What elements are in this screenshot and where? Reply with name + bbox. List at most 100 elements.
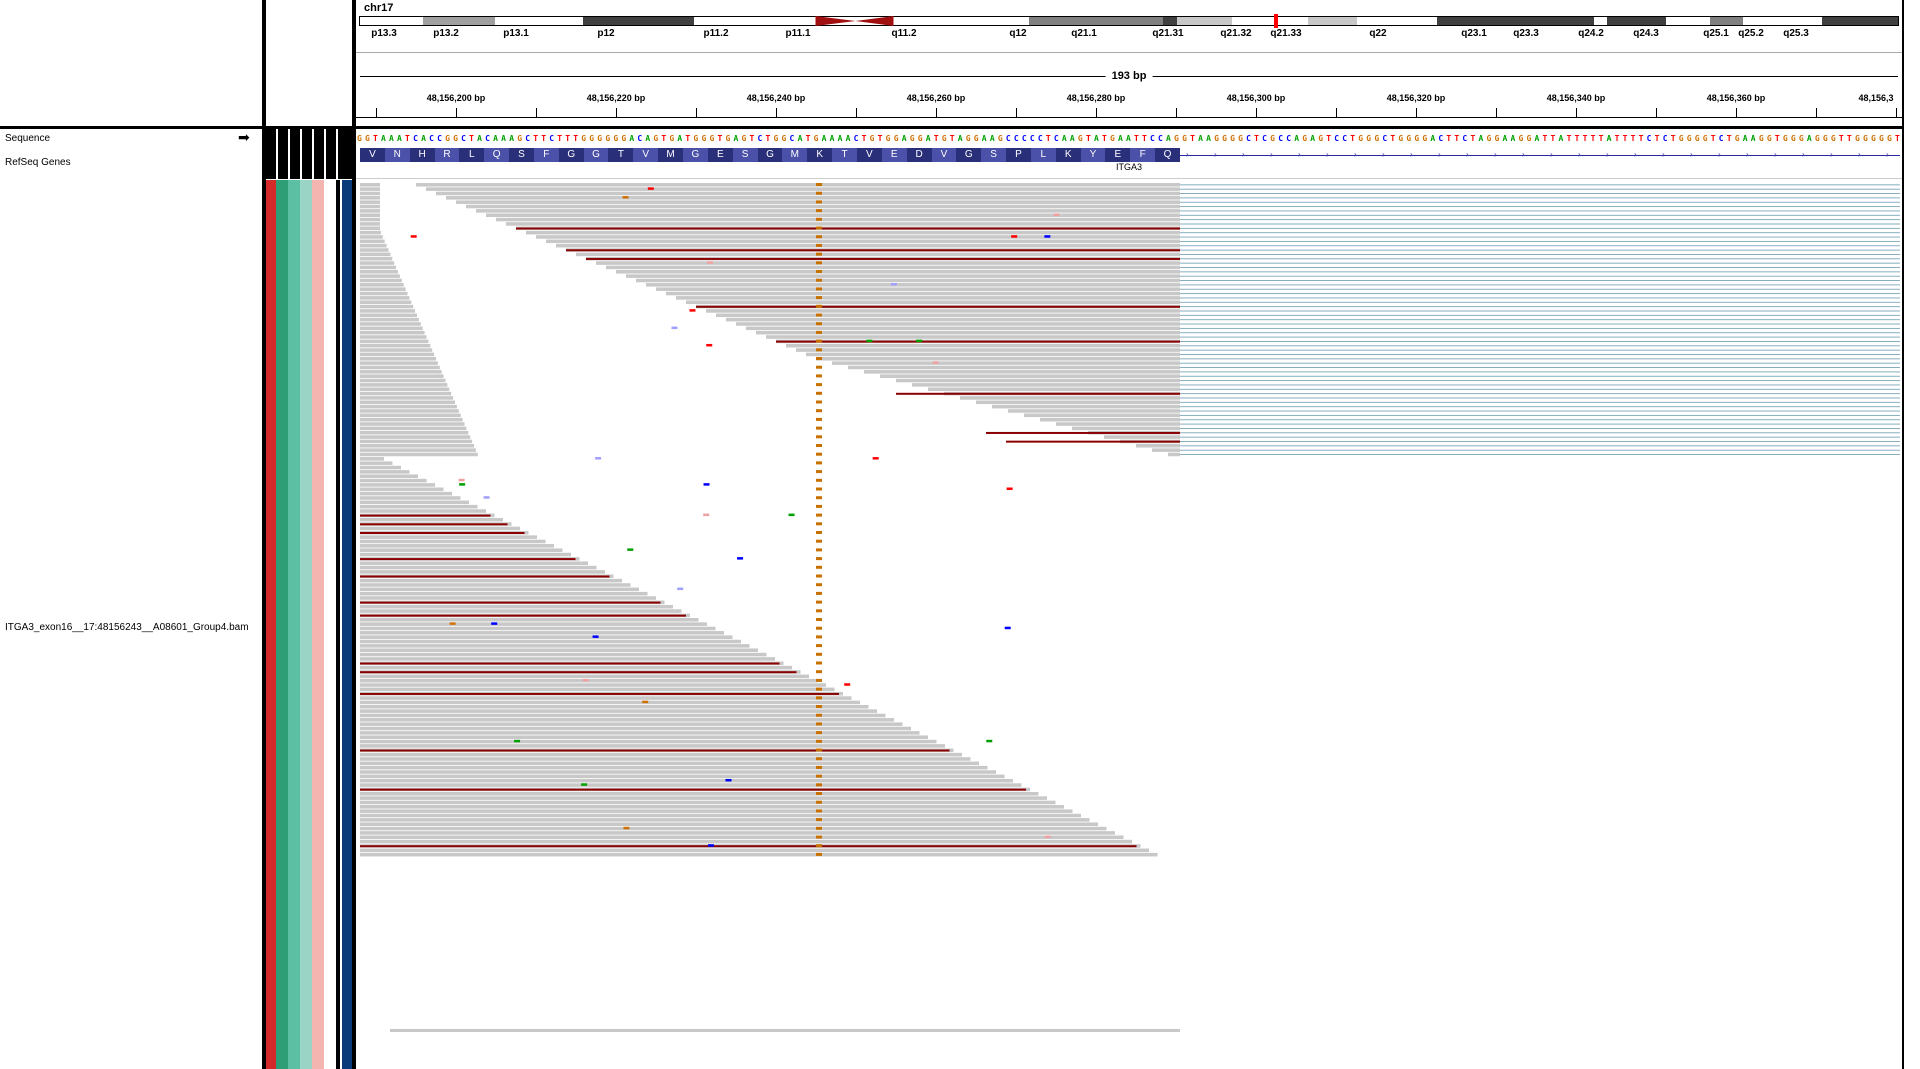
sequence-base: G	[1694, 134, 1700, 143]
ruler-baseline	[356, 117, 1902, 118]
mismatch-base	[816, 583, 822, 587]
ideogram-band[interactable]	[495, 16, 584, 26]
mismatch-base	[816, 731, 822, 735]
sequence-base: T	[1774, 134, 1780, 143]
read	[360, 561, 588, 565]
ideogram-band[interactable]	[1666, 16, 1711, 26]
ideogram-band[interactable]	[1308, 16, 1358, 26]
sequence-base: C	[853, 134, 859, 143]
read	[360, 357, 436, 361]
ideogram-band[interactable]	[583, 16, 695, 26]
mismatch-base	[816, 226, 822, 230]
ideogram-band[interactable]	[1710, 16, 1743, 26]
sequence-base: T	[1622, 134, 1628, 143]
read	[360, 761, 979, 766]
read	[1072, 426, 1180, 431]
read	[360, 222, 380, 226]
current-region-marker	[1274, 14, 1278, 28]
attribute-color-pink[interactable]	[312, 180, 324, 1069]
mismatch-base	[642, 700, 649, 704]
gene-intron-line[interactable]	[1180, 155, 1900, 156]
data-panel[interactable]: chr17 p13.3 p13.2 p13.1 p12 p11.2 p11.1 q11.2 q…	[356, 0, 1902, 1069]
attribute-header[interactable]	[266, 129, 352, 179]
gene-name-label[interactable]: ITGA3	[1116, 162, 1143, 172]
panel-divider[interactable]	[262, 0, 266, 1069]
splice-junction	[1180, 271, 1900, 273]
sequence-base: A	[421, 134, 426, 143]
mismatch-base	[816, 417, 822, 421]
mismatch-base	[816, 504, 822, 508]
ideogram-band[interactable]	[1029, 16, 1164, 26]
deletion-read	[360, 514, 491, 517]
splice-junction	[1180, 223, 1900, 225]
alignment-track[interactable]	[356, 180, 1902, 1069]
read	[360, 283, 404, 287]
sequence-base: T	[1598, 134, 1604, 143]
sequence-base: G	[1518, 134, 1524, 143]
read	[360, 335, 427, 339]
attribute-color-navy[interactable]	[342, 180, 352, 1069]
read	[360, 339, 429, 344]
ideogram-band[interactable]	[694, 16, 821, 26]
mismatch-base	[623, 826, 630, 830]
mismatch-base	[1053, 213, 1060, 216]
sequence-base: C	[1334, 134, 1340, 143]
attribute-color-lightteal[interactable]	[300, 180, 312, 1069]
bam-track-label[interactable]: ITGA3_exon16__17:48156243__A08601_Group4…	[5, 622, 249, 633]
read	[526, 230, 1180, 235]
refseq-genes-track-label[interactable]: RefSeq Genes	[5, 157, 71, 168]
ideogram-band[interactable]	[1357, 16, 1437, 26]
strand-arrow-icon[interactable]: ➡	[238, 129, 250, 145]
panel-divider[interactable]	[352, 0, 356, 1069]
mismatch-base	[866, 339, 873, 343]
sequence-base: G	[1077, 134, 1083, 143]
ideogram-band[interactable]	[422, 16, 496, 26]
mismatch-base	[816, 792, 822, 795]
sequence-base: A	[1069, 134, 1075, 143]
ideogram-band[interactable]	[1177, 16, 1233, 26]
ideogram-band[interactable]	[1163, 16, 1178, 26]
ideogram-band[interactable]	[1232, 16, 1309, 26]
gene-direction-icon: ›	[1270, 150, 1273, 159]
attribute-color-red[interactable]	[266, 180, 276, 1069]
attribute-color-blank[interactable]	[324, 180, 336, 1069]
read	[360, 835, 1124, 840]
gene-direction-icon: ›	[1326, 150, 1329, 159]
read	[360, 474, 418, 478]
mismatch-base	[816, 800, 822, 804]
read	[360, 718, 894, 722]
splice-junction	[1180, 319, 1900, 321]
attribute-color-teal[interactable]	[288, 180, 300, 1069]
ideogram-band[interactable]	[359, 16, 423, 26]
band-label: p11.1	[785, 28, 811, 39]
read	[360, 800, 1056, 805]
ideogram-band[interactable]	[1606, 16, 1667, 26]
read	[360, 818, 1090, 822]
read	[666, 291, 1180, 296]
read	[360, 417, 463, 422]
attribute-color-green[interactable]	[276, 180, 288, 1069]
sequence-base: A	[381, 134, 386, 143]
sequence-base: G	[517, 134, 523, 143]
read	[360, 517, 503, 522]
ideogram-band[interactable]	[1743, 16, 1823, 26]
sequence-base: G	[741, 134, 747, 143]
splice-junction	[1180, 288, 1900, 290]
splice-junction	[1180, 327, 1900, 329]
ideogram-band[interactable]	[908, 16, 1030, 26]
read	[360, 678, 818, 683]
splice-junction	[1180, 362, 1900, 364]
ideogram-band[interactable]	[1436, 16, 1594, 26]
ideogram-band[interactable]	[1593, 16, 1607, 26]
read	[360, 265, 397, 270]
mismatch-base	[1004, 626, 1011, 630]
centromere-triangle	[855, 16, 894, 26]
ideogram-band[interactable]	[1822, 16, 1899, 26]
ruler-tick	[376, 108, 377, 118]
mismatch-base	[816, 835, 822, 839]
mismatch-base	[1044, 835, 1051, 838]
sequence-track-label[interactable]: Sequence	[5, 133, 51, 144]
sequence-base: G	[1174, 134, 1179, 143]
